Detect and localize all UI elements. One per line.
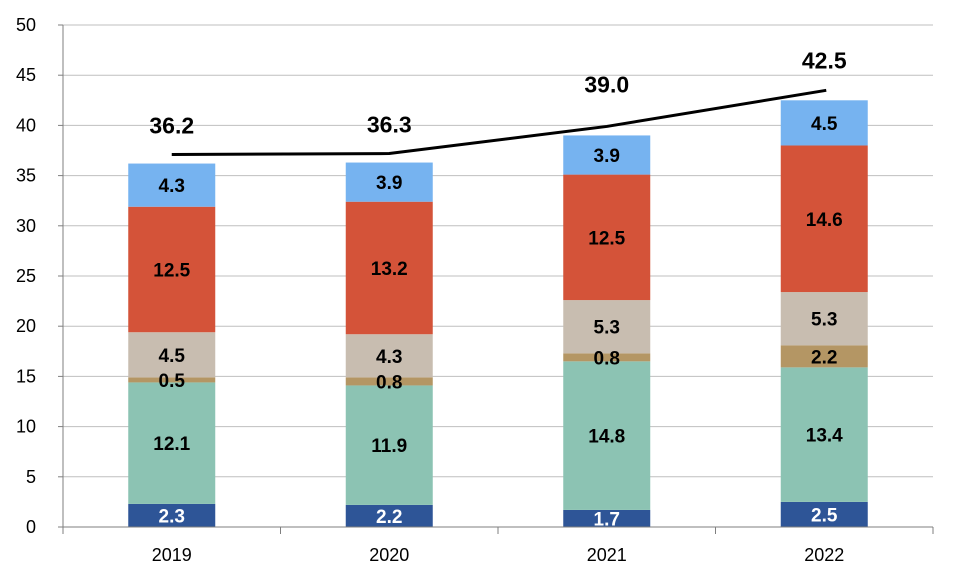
bar-segment-segment-3 [345,377,433,386]
y-tick-label: 50 [16,15,36,35]
data-label: 12.1 [153,434,190,455]
data-label: 2.5 [811,505,838,526]
x-tick-label: 2022 [804,545,844,565]
bar-segment-segment-2 [128,382,216,504]
x-tick-label: 2020 [369,545,409,565]
bar-segment-segment-1 [563,509,651,527]
bar-segment-segment-3 [128,377,216,383]
x-tick-label: 2021 [587,545,627,565]
total-label: 39.0 [584,71,629,97]
bars [128,100,868,527]
bar-segment-segment-5 [128,206,216,333]
data-label: 5.3 [594,318,620,339]
data-label: 14.8 [588,427,625,448]
bar-segment-segment-2 [563,361,651,510]
bar-segment-segment-6 [345,162,433,202]
data-label: 2.2 [376,507,402,528]
data-label: 12.5 [588,228,625,249]
data-label: 12.5 [153,260,190,281]
data-label: 4.5 [811,114,838,135]
total-label: 36.3 [367,112,412,138]
y-tick-label: 40 [16,115,36,135]
data-label: 3.9 [376,173,402,194]
data-label: 0.8 [594,348,620,369]
y-tick-label: 45 [16,65,36,85]
bar-segment-segment-2 [345,385,433,505]
total-line [171,88,827,157]
y-tick-label: 30 [16,216,36,236]
bar-segment-segment-5 [563,174,651,301]
labels: 2.3 12.1 0.5 4.5 12.5 4.3 2.2 11.9 0.8 4.3 13.2 3.9… [149,47,846,530]
bar-segment-segment-6 [128,163,216,207]
total-label: 42.5 [802,47,847,73]
data-label: 0.8 [376,372,402,393]
bar-segment-segment-1 [345,504,433,527]
data-label: 11.9 [371,436,407,457]
bar-segment-segment-6 [563,135,651,175]
bar-segment-segment-5 [780,145,868,293]
y-tick-label: 10 [16,417,36,437]
data-label: 14.6 [806,210,843,231]
bar-segment-segment-4 [780,292,868,346]
bar-segment-segment-2 [780,367,868,502]
data-label: 3.9 [594,146,620,167]
total-label: 36.2 [149,113,194,139]
data-label: 4.5 [159,346,186,367]
data-label: 2.2 [811,347,837,368]
axes: 0 5 10 15 20 25 30 35 40 45 50 2019 2020 2021 2022 [16,15,934,565]
bar-segment-segment-4 [563,300,651,354]
y-tick-label: 20 [16,316,36,336]
bar-segment-segment-4 [128,332,216,378]
y-tick-label: 15 [16,366,36,386]
bar-segment-segment-1 [128,503,216,527]
data-label: 1.7 [594,509,620,530]
y-tick-label: 25 [16,266,36,286]
y-tick-label: 0 [26,517,36,537]
data-label: 4.3 [376,347,402,368]
bar-segment-segment-3 [780,345,868,368]
y-tick-label: 5 [26,467,36,487]
bar-segment-segment-5 [345,201,433,335]
data-label: 0.5 [159,371,186,392]
total-trend-line [171,88,827,157]
bar-segment-segment-4 [345,334,433,378]
y-tick-label: 35 [16,166,36,186]
data-label: 4.3 [159,176,185,197]
data-label: 2.3 [159,506,185,527]
bar-segment-segment-3 [563,353,651,362]
data-label: 13.2 [371,259,408,280]
x-tick-label: 2019 [152,545,192,565]
data-label: 13.4 [806,426,843,447]
data-label: 5.3 [811,310,837,331]
bar-segment-segment-6 [780,100,868,146]
bar-segment-segment-1 [780,501,868,527]
